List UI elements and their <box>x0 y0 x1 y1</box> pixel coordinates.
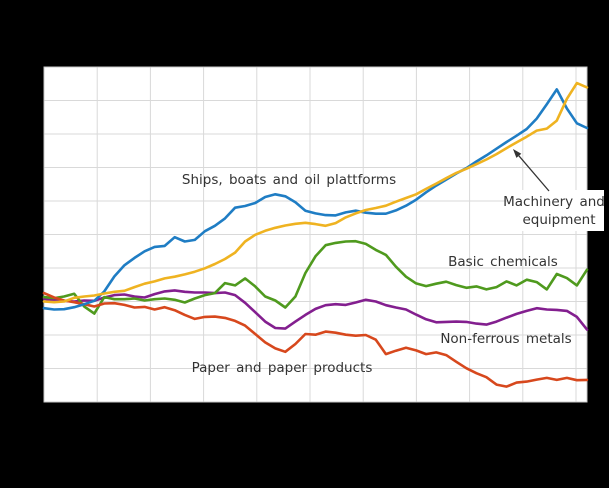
gridlines <box>44 67 587 402</box>
series-line-5 <box>42 291 589 388</box>
series-line-1 <box>42 88 589 311</box>
annotation-arrow <box>513 149 550 192</box>
series-label-basic-chemicals: Basic chemicals <box>448 254 558 270</box>
series-label-machinery-line1: Machinery and <box>503 194 605 210</box>
series-line-2 <box>42 81 589 304</box>
series-line-3 <box>42 239 589 315</box>
series-label-non-ferrous: Non-ferrous metals <box>440 331 571 347</box>
plot-border <box>43 66 588 403</box>
machinery-label-box <box>508 190 604 231</box>
series-lines <box>42 81 589 388</box>
series-label-ships: Ships, boats and oil plattforms <box>182 172 396 188</box>
series-label-machinery-line2: equipment <box>522 212 595 228</box>
series-label-paper: Paper and paper products <box>192 360 373 376</box>
series-line-4 <box>42 289 589 331</box>
